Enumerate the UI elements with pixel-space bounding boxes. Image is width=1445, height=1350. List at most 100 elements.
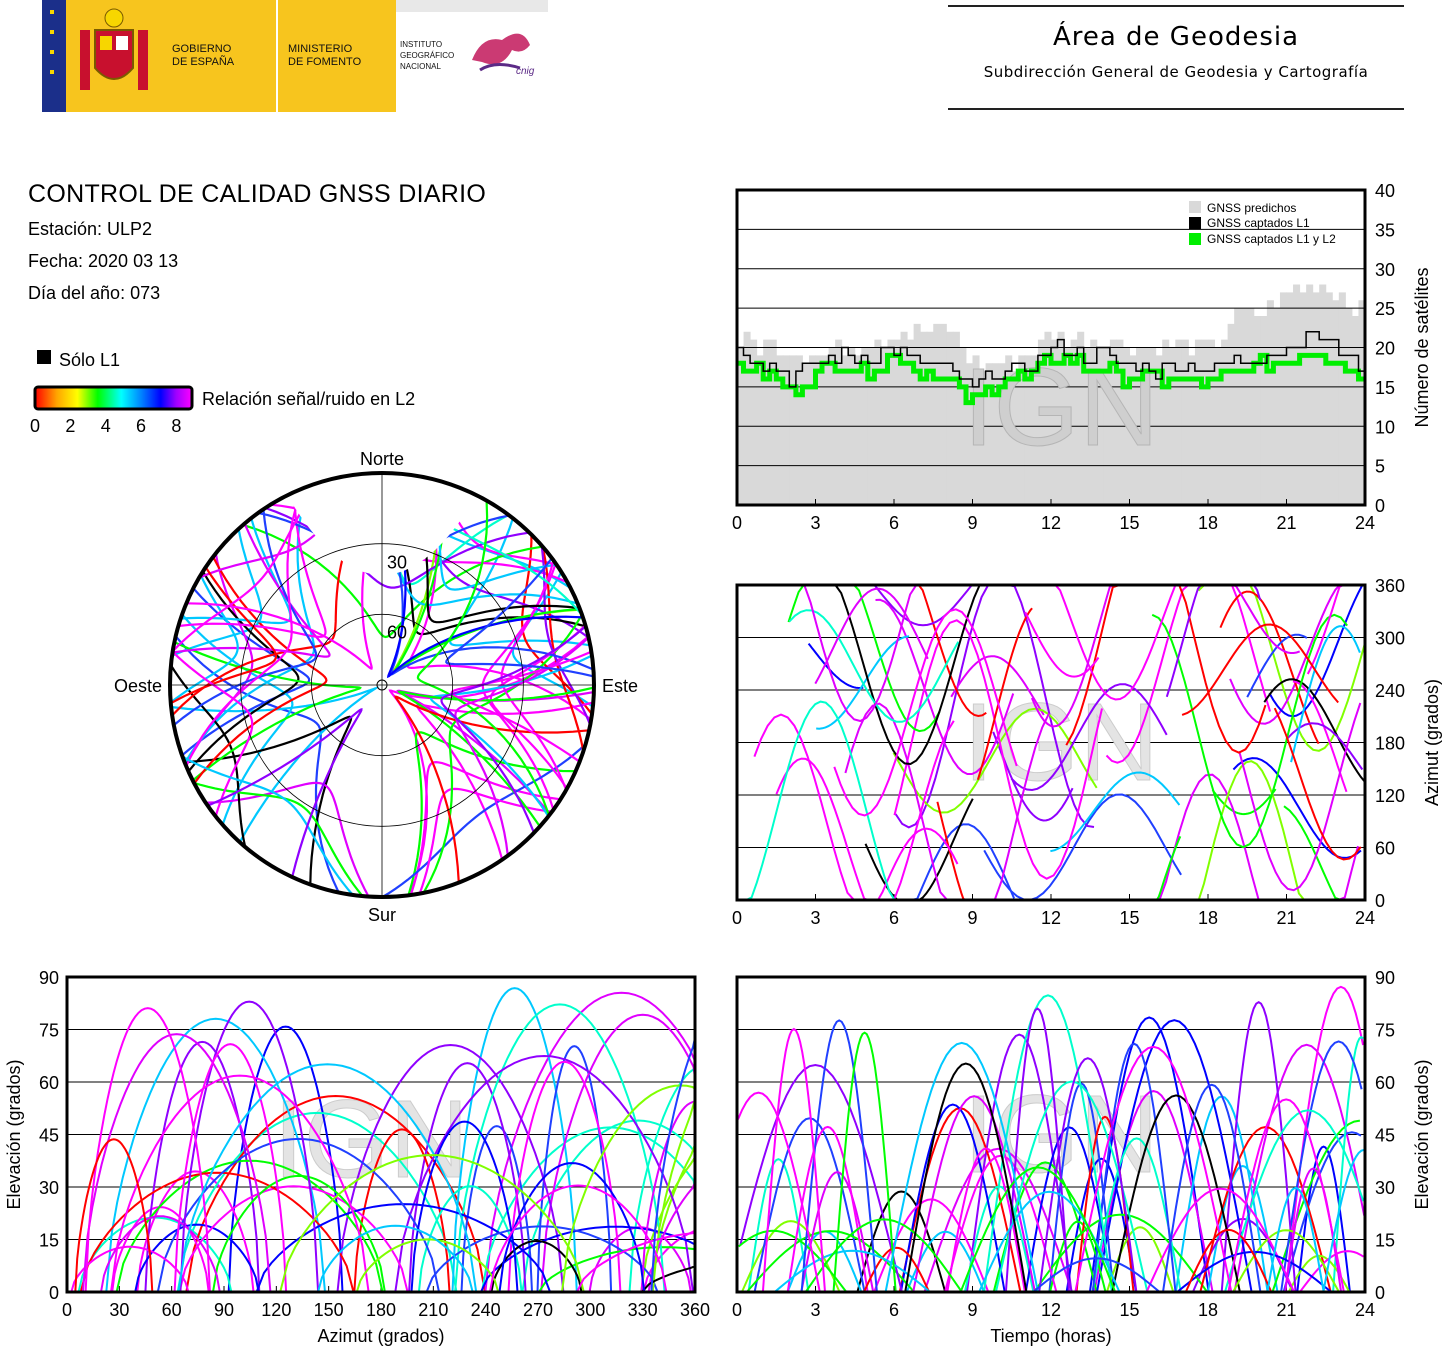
skyplot-track: [170, 566, 278, 705]
azimuth-track: [1263, 678, 1366, 782]
skyplot-zenith: [376, 679, 388, 691]
x-tick-label: 18: [1198, 513, 1218, 533]
institution-logos: GOBIERNO DE ESPAÑA MINISTERIO DE FOMENTO…: [40, 0, 550, 112]
x-tick-label: 150: [314, 1300, 344, 1320]
predicted-bar: [1051, 339, 1059, 505]
predicted-bar: [1266, 300, 1274, 505]
predicted-bar: [1332, 300, 1340, 505]
skyplot-east-label: Este: [602, 676, 638, 696]
azimuth-track: [1050, 771, 1181, 853]
satcount-legend: GNSS predichos GNSS captados L1 GNSS cap…: [1189, 201, 1336, 246]
x-tick-label: 30: [109, 1300, 129, 1320]
l1-only-label: Sólo L1: [59, 350, 120, 370]
predicted-bar: [979, 371, 987, 505]
skyplot-track: [429, 654, 593, 817]
elaz-track: [110, 1074, 370, 1293]
x-tick-label: 24: [1355, 513, 1375, 533]
azimuth-track: [1010, 683, 1168, 792]
skyplot-north-label: Norte: [360, 449, 404, 469]
eltime-track: [1024, 1126, 1114, 1293]
x-tick-label: 0: [732, 513, 742, 533]
x-tick-label: 9: [967, 908, 977, 928]
header-rule-top: [948, 5, 1404, 7]
x-tick-label: 6: [889, 908, 899, 928]
snr-tick-label: 6: [136, 416, 146, 436]
min-line2: DE FOMENTO: [288, 56, 362, 68]
y-tick-label: 10: [1375, 417, 1395, 437]
elaz-track: [156, 1137, 440, 1293]
x-tick-label: 15: [1119, 1300, 1139, 1320]
skyplot-track: [489, 624, 587, 790]
skyplot-south-label: Sur: [368, 905, 396, 925]
predicted-bar: [1240, 308, 1248, 505]
predicted-bar: [750, 339, 758, 505]
inst-line2: GEOGRÁFICO: [400, 51, 454, 60]
eltime-tick-labels: 0 15 30 45 60 75 90 0 3 6 9 12 15 18 21 24: [732, 968, 1395, 1320]
skyplot-track: [193, 556, 328, 785]
predicted-bar: [874, 339, 882, 505]
y-tick-label: 45: [1375, 1126, 1395, 1146]
skyplot-track: [381, 472, 583, 679]
skyplot-west-label: Oeste: [114, 676, 162, 696]
skyplot-track: [181, 587, 311, 757]
x-tick-label: 6: [889, 1300, 899, 1320]
area-title: Área de Geodesia: [1052, 22, 1300, 52]
predicted-bar: [998, 363, 1006, 505]
x-tick-label: 300: [575, 1300, 605, 1320]
report-title: CONTROL DE CALIDAD GNSS DIARIO: [28, 180, 487, 208]
skyplot-track: [172, 523, 331, 658]
x-tick-label: 3: [810, 908, 820, 928]
predicted-bar: [1325, 292, 1333, 505]
satellite-count-chart: IGN GNSS predichos GNSS captados L1 GNSS…: [732, 181, 1432, 533]
predicted-bar: [1279, 292, 1287, 505]
y-tick-label: 15: [39, 1231, 59, 1251]
x-tick-label: 9: [967, 1300, 977, 1320]
elaz-track: [279, 1154, 585, 1293]
predicted-bar: [822, 355, 830, 505]
azimuth-track: [748, 584, 935, 723]
legend-l1: GNSS captados L1: [1207, 216, 1310, 230]
skyplot-track: [440, 625, 587, 834]
eltime-track: [983, 994, 1113, 1293]
elaz-track: [498, 1162, 646, 1293]
x-tick-label: 180: [366, 1300, 396, 1320]
predicted-bar: [815, 355, 823, 505]
azimuth-track: [833, 608, 1018, 817]
x-tick-label: 270: [523, 1300, 553, 1320]
elaz-ylabel: Elevación (grados): [4, 1059, 24, 1209]
eltime-track: [1206, 1164, 1279, 1293]
azimuth-track: [983, 793, 1182, 902]
date-label: Fecha: 2020 03 13: [28, 251, 179, 271]
legend-predicted: GNSS predichos: [1207, 201, 1296, 215]
elaz-track: [336, 1043, 565, 1293]
azimuth-track: [788, 609, 960, 723]
y-tick-label: 60: [1375, 1073, 1395, 1093]
snr-colorbar: [33, 385, 194, 411]
ministerio-block: [276, 0, 396, 112]
eltime-track: [1091, 1137, 1182, 1293]
eltime-track: [753, 1117, 866, 1293]
x-tick-label: 24: [1355, 908, 1375, 928]
skyplot-track: [381, 743, 587, 898]
azimuth-track: [1268, 585, 1363, 718]
eltime-track: [832, 1031, 897, 1293]
azimuth-track: [1273, 707, 1362, 861]
predicted-bar: [1070, 339, 1078, 505]
eltime-track: [1220, 1001, 1297, 1293]
eltime-track: [1091, 1042, 1177, 1293]
skyplot-track: [207, 707, 363, 878]
predicted-bar: [946, 331, 954, 505]
snr-label: Relación señal/ruido en L2: [202, 389, 415, 409]
elaz-track: [454, 1003, 666, 1293]
predicted-bar: [1319, 284, 1327, 505]
skyplot-track: [173, 509, 318, 726]
eltime-track: [1332, 1035, 1364, 1293]
predicted-bar: [1286, 292, 1294, 505]
predicted-bar: [1057, 331, 1065, 505]
x-tick-label: 330: [628, 1300, 658, 1320]
y-tick-label: 30: [39, 1178, 59, 1198]
azimuth-track: [1292, 680, 1348, 793]
eltime-track: [873, 1198, 990, 1293]
eltime-track: [761, 1027, 826, 1293]
predicted-bar: [965, 363, 973, 505]
